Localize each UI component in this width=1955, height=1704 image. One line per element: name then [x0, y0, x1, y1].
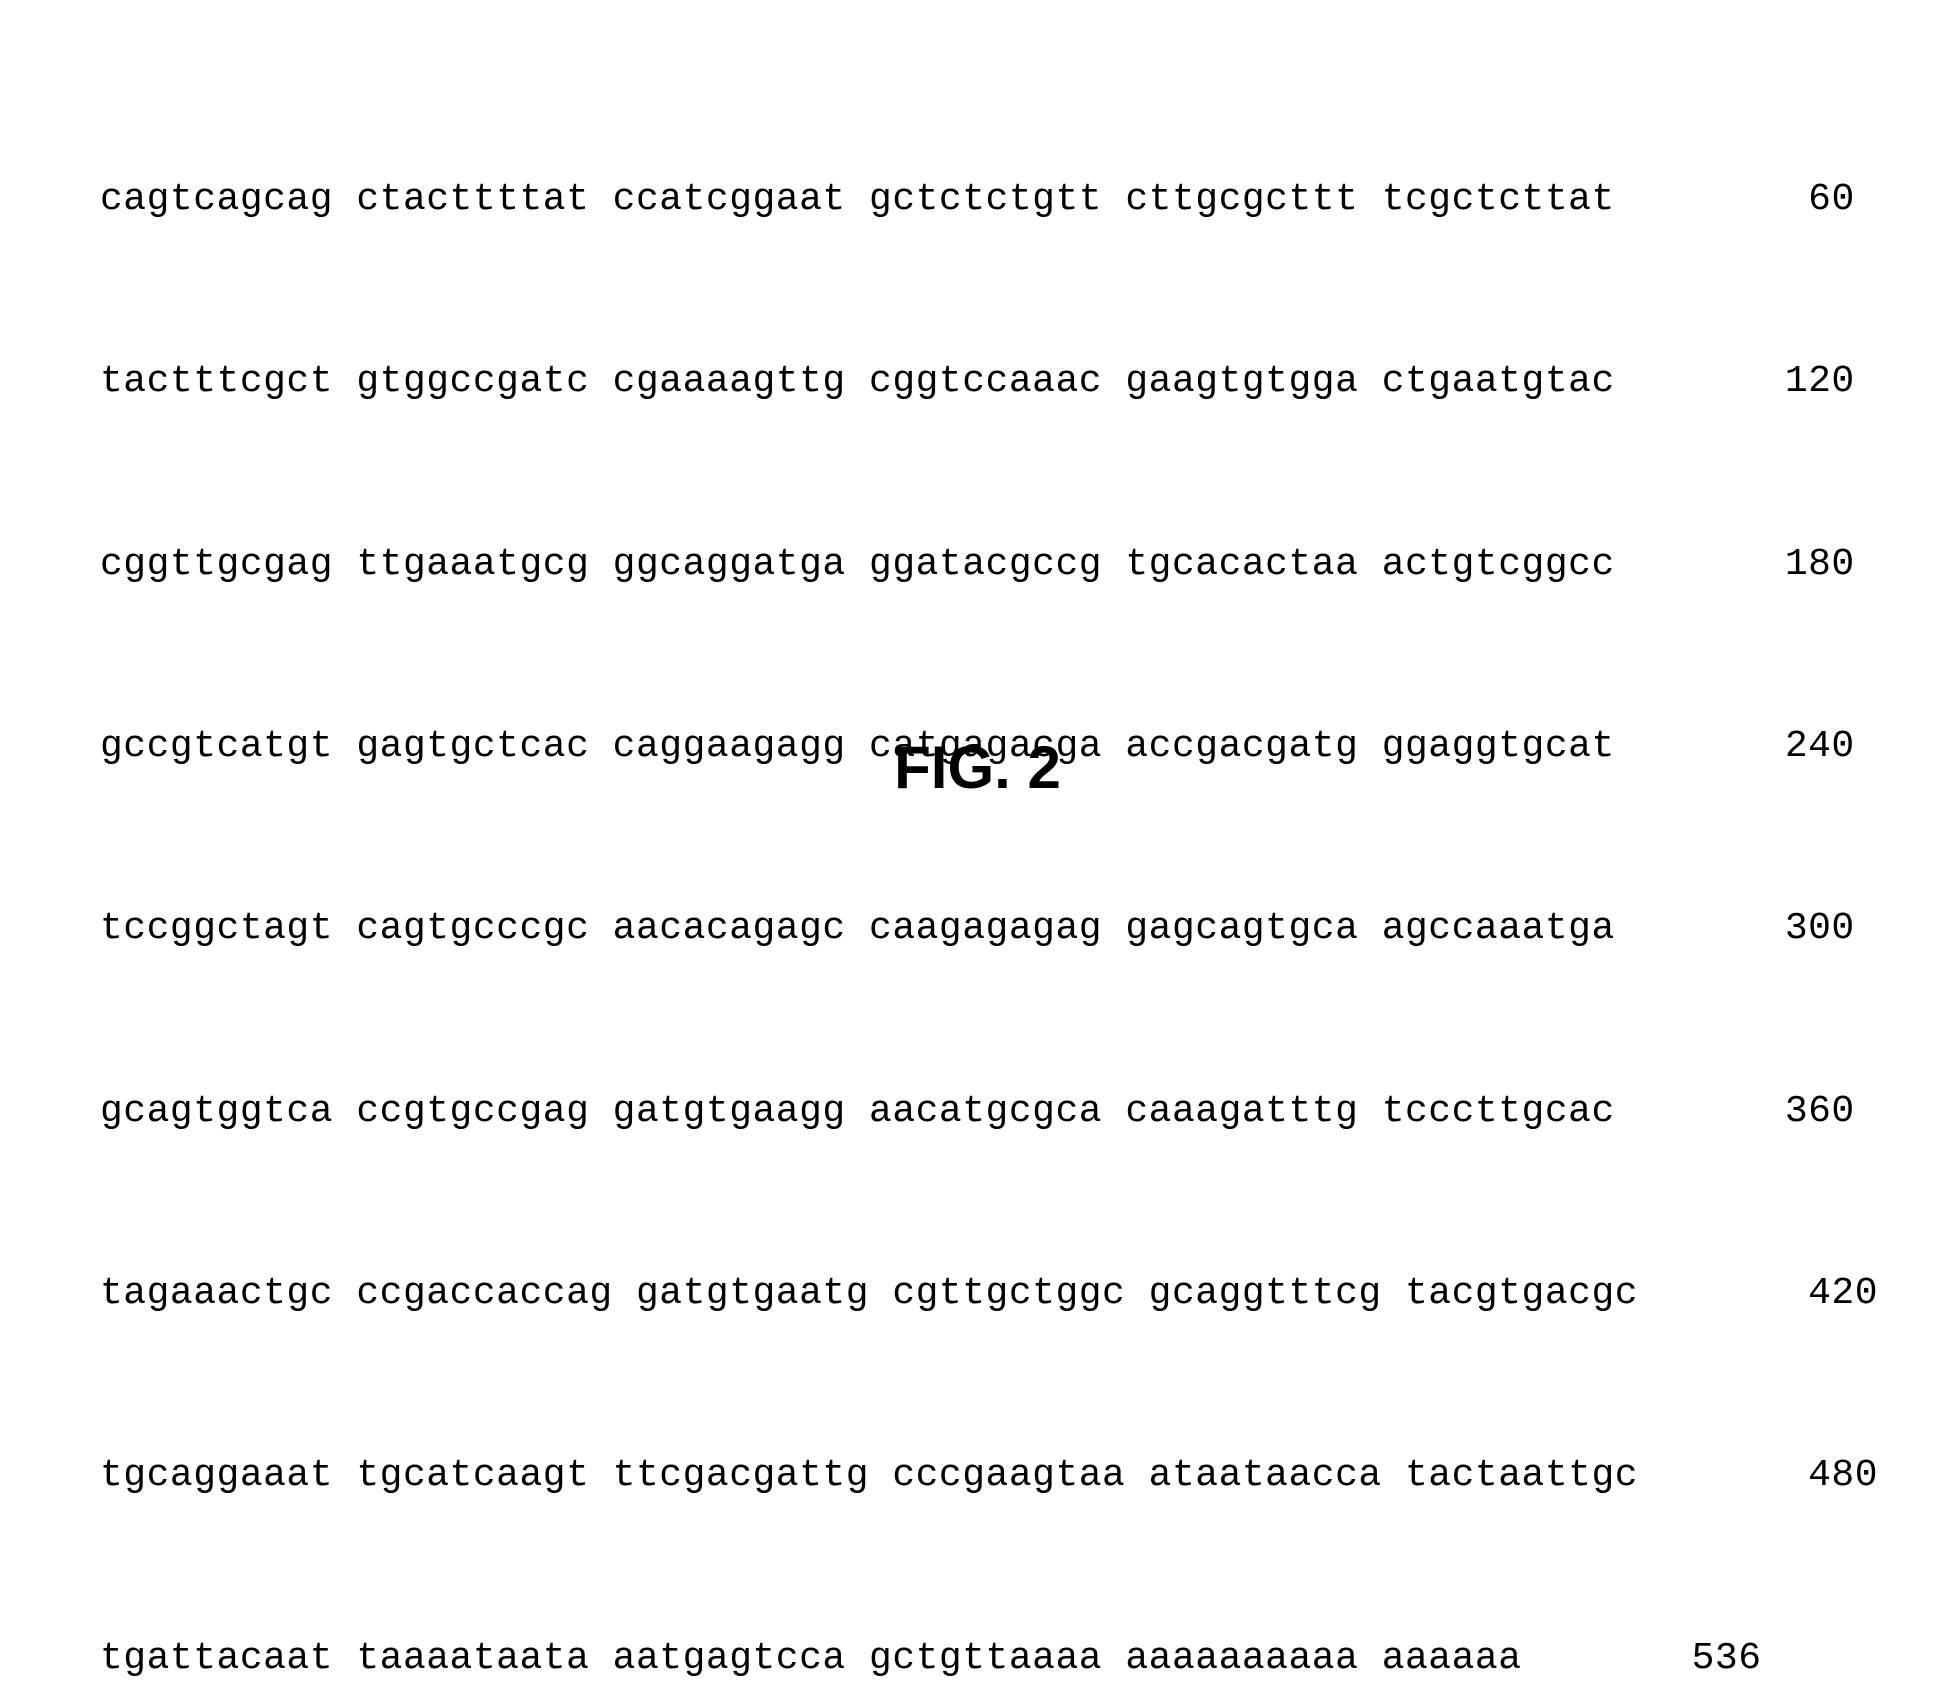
sequence-row: cagtcagcag ctacttttat ccatcggaat gctctct… [100, 177, 1878, 223]
sequence-position: 360 [1735, 1089, 1855, 1135]
sequence-row: tactttcgct gtggccgatc cgaaaagttg cggtcca… [100, 359, 1878, 405]
sequence-position: 536 [1642, 1636, 1762, 1682]
sequence-row: tgattacaat taaaataata aatgagtcca gctgtta… [100, 1636, 1878, 1682]
sequence-groups: tgattacaat taaaataata aatgagtcca gctgtta… [100, 1636, 1522, 1682]
sequence-groups: tgcaggaaat tgcatcaagt ttcgacgattg cccgaa… [100, 1453, 1638, 1499]
sequence-position: 60 [1735, 177, 1855, 223]
sequence-row: tccggctagt cagtgcccgc aacacagagc caagaga… [100, 906, 1878, 952]
sequence-position: 120 [1735, 359, 1855, 405]
sequence-row: cggttgcgag ttgaaatgcg ggcaggatga ggatacg… [100, 542, 1878, 588]
sequence-groups: cggttgcgag ttgaaatgcg ggcaggatga ggatacg… [100, 542, 1615, 588]
sequence-groups: tactttcgct gtggccgatc cgaaaagttg cggtcca… [100, 359, 1615, 405]
sequence-groups: tccggctagt cagtgcccgc aacacagagc caagaga… [100, 906, 1615, 952]
sequence-groups: tagaaactgc ccgaccaccag gatgtgaatg cgttgc… [100, 1271, 1638, 1317]
sequence-groups: cagtcagcag ctacttttat ccatcggaat gctctct… [100, 177, 1615, 223]
sequence-row: tagaaactgc ccgaccaccag gatgtgaatg cgttgc… [100, 1271, 1878, 1317]
sequence-groups: gcagtggtca ccgtgccgag gatgtgaagg aacatgc… [100, 1089, 1615, 1135]
sequence-row: gcagtggtca ccgtgccgag gatgtgaagg aacatgc… [100, 1089, 1878, 1135]
figure-caption: FIG. 2 [0, 733, 1955, 802]
sequence-position: 300 [1735, 906, 1855, 952]
sequence-position: 180 [1735, 542, 1855, 588]
sequence-row: tgcaggaaat tgcatcaagt ttcgacgattg cccgaa… [100, 1453, 1878, 1499]
sequence-position: 480 [1758, 1453, 1878, 1499]
sequence-block: cagtcagcag ctacttttat ccatcggaat gctctct… [100, 40, 1878, 1704]
sequence-position: 420 [1758, 1271, 1878, 1317]
